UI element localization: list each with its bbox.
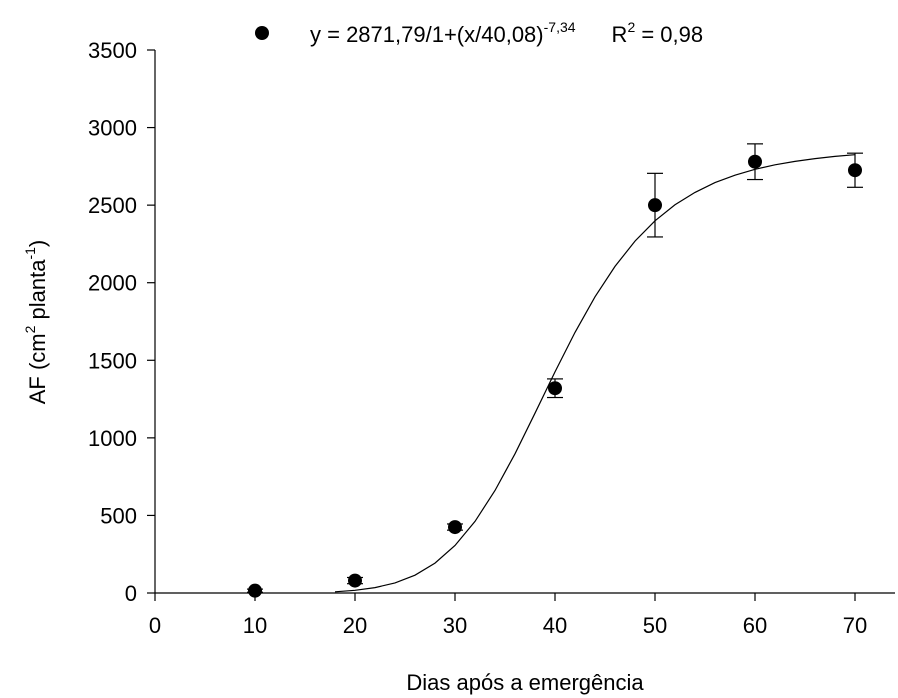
point <box>548 381 562 396</box>
point <box>348 573 362 588</box>
point <box>848 163 862 178</box>
y-axis-label: AF (cm2 planta-1) <box>22 240 50 405</box>
x-axis-label: Dias após a emergência <box>406 670 644 695</box>
x-tick-label: 50 <box>643 613 667 638</box>
equation-exponent: -7,34 <box>544 19 576 35</box>
y-tick-label: 3500 <box>88 38 137 63</box>
x-tick-label: 30 <box>443 613 467 638</box>
equation-text: y = 2871,79/1+(x/40,08) <box>310 22 544 47</box>
point <box>748 154 762 169</box>
point <box>448 520 462 535</box>
y-tick-label: 1000 <box>88 426 137 451</box>
y-tick-label: 2500 <box>88 193 137 218</box>
y-label-part: AF (cm <box>25 333 50 404</box>
y-tick-label: 3000 <box>88 116 137 141</box>
fit-curve <box>334 154 856 593</box>
x-tick-label: 0 <box>149 613 161 638</box>
legend-equation: y = 2871,79/1+(x/40,08)-7,34 R2 = 0,98 <box>310 19 703 47</box>
y-label-sup: 2 <box>22 325 38 333</box>
r2-value: = 0,98 <box>635 22 703 47</box>
x-tick-label: 40 <box>543 613 567 638</box>
x-tick-label: 70 <box>843 613 867 638</box>
y-label-sup: -1 <box>22 247 38 260</box>
y-tick-label: 1500 <box>88 348 137 373</box>
y-tick-label: 500 <box>100 503 137 528</box>
point <box>648 198 662 213</box>
y-label-part: ) <box>25 240 50 247</box>
x-tick-label: 60 <box>743 613 767 638</box>
r2-label: R <box>612 22 628 47</box>
y-tick-label: 2000 <box>88 271 137 296</box>
x-tick-label: 20 <box>343 613 367 638</box>
legend-marker <box>255 26 269 40</box>
r2-exponent: 2 <box>627 19 635 35</box>
y-label-part: planta <box>25 259 50 326</box>
y-tick-label: 0 <box>125 581 137 606</box>
point <box>248 583 262 598</box>
x-tick-label: 10 <box>243 613 267 638</box>
